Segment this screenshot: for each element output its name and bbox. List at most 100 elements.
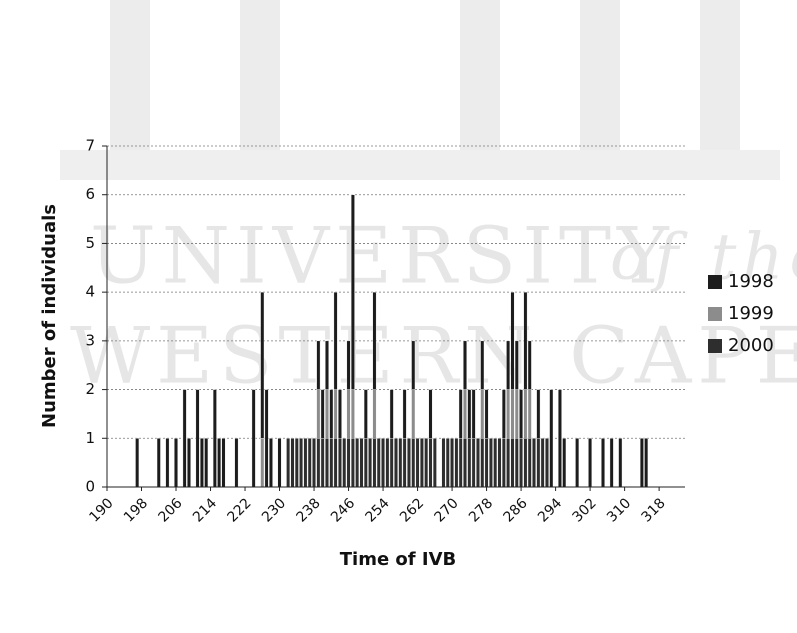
bar-segment: [514, 438, 519, 488]
bar-segment: [389, 389, 394, 439]
bar-segment: [514, 389, 519, 439]
bar-segment: [458, 389, 463, 439]
bar-segment: [476, 438, 480, 488]
bar-segment: [402, 389, 407, 439]
x-tick-label: 262: [397, 495, 427, 525]
bar-segment: [394, 438, 398, 488]
bar-segment: [467, 389, 472, 439]
bar-segment: [644, 438, 649, 488]
bar-segment: [290, 438, 295, 488]
bar-segment: [350, 194, 355, 390]
x-tick-label: 286: [501, 495, 531, 525]
bar-segment: [359, 438, 364, 488]
bar-segment: [299, 438, 304, 488]
bar-segment: [506, 340, 511, 390]
bar-segment: [320, 389, 325, 439]
bar-segment: [212, 389, 217, 488]
bar-segment: [454, 438, 459, 488]
x-tick-label: 206: [155, 495, 185, 525]
bar-segment: [506, 389, 511, 439]
bar-segment: [350, 389, 355, 439]
bar-segment: [294, 438, 299, 488]
bar-segment: [333, 389, 338, 439]
bar-segment: [307, 438, 312, 488]
bar-segment: [510, 438, 515, 488]
legend-label: 2000: [728, 335, 774, 356]
bar-segment: [372, 291, 377, 390]
bar-segment: [432, 438, 437, 488]
bar-segment: [174, 438, 178, 488]
x-tick-label: 270: [432, 495, 462, 525]
bar-segment: [260, 291, 265, 439]
bar-segment: [588, 438, 593, 488]
bar-segment: [450, 438, 454, 488]
bar-segment: [463, 340, 467, 390]
pillar: [110, 0, 150, 150]
bar-segment: [501, 438, 506, 488]
bar-segment: [187, 438, 191, 488]
bar-segment: [514, 340, 519, 390]
bar-segment: [316, 389, 321, 439]
bar-segment: [458, 438, 463, 488]
x-tick-label: 310: [604, 495, 634, 525]
bar-segment: [338, 389, 342, 439]
x-tick-label: 230: [259, 495, 289, 525]
legend-swatch: [708, 339, 722, 353]
bar-segment: [540, 438, 545, 488]
bar-segment: [488, 438, 493, 488]
watermark: UNIVERSITY of the WESTERN CAPE: [60, 0, 797, 402]
x-tick-label: 214: [190, 495, 220, 525]
bar-segment: [355, 438, 360, 488]
bar-segment: [316, 438, 321, 488]
bar-segment: [618, 438, 623, 488]
bar-segment: [484, 389, 489, 439]
bar-segment: [601, 438, 605, 488]
bar-segment: [463, 389, 467, 439]
pillar: [240, 0, 280, 150]
bar-segment: [411, 389, 416, 439]
bar-segment: [182, 389, 187, 488]
y-tick-label: 4: [85, 283, 95, 301]
y-tick-label: 5: [85, 234, 95, 252]
bar-segment: [268, 438, 273, 488]
y-tick-label: 0: [85, 478, 95, 496]
bar-segment: [346, 389, 351, 439]
bar-segment: [342, 438, 347, 488]
bar-segment: [398, 438, 403, 488]
bar-segment: [320, 438, 325, 488]
bar-segment: [316, 340, 321, 390]
bar-segment: [407, 438, 411, 488]
bar-segment: [480, 340, 485, 390]
bar-segment: [536, 438, 541, 488]
bar-segment: [527, 438, 532, 488]
bar-segment: [329, 438, 334, 488]
bar-segment: [463, 438, 467, 488]
bar-segment: [471, 389, 476, 439]
bar-segment: [312, 438, 316, 488]
x-tick-label: 198: [121, 495, 151, 525]
bar-segment: [609, 438, 614, 488]
bar-segment: [325, 438, 329, 488]
bar-segment: [575, 438, 580, 488]
x-tick-label: 222: [224, 495, 254, 525]
legend-label: 1999: [728, 303, 774, 324]
bar-segment: [497, 438, 502, 488]
bar-segment: [428, 389, 433, 439]
pillar: [580, 0, 620, 150]
y-tick-label: 2: [85, 380, 95, 398]
bar-segment: [286, 438, 291, 488]
x-tick-label: 294: [535, 495, 565, 525]
y-tick-label: 6: [85, 185, 95, 203]
watermark-text: WESTERN CAPE: [70, 312, 797, 402]
bar-segment: [441, 438, 446, 488]
bar-segment: [325, 389, 329, 439]
bar-segment: [329, 389, 334, 439]
bar-segment: [204, 438, 209, 488]
bar-segment: [445, 438, 450, 488]
bar-segment: [303, 438, 308, 488]
bar-segment: [519, 438, 524, 488]
x-tick-label: 278: [466, 495, 496, 525]
bar-segment: [165, 438, 170, 488]
